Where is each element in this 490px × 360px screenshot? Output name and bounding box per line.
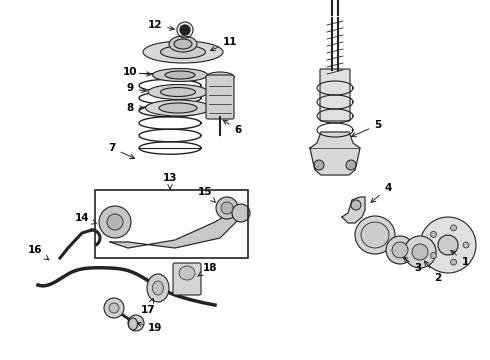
Circle shape: [109, 303, 119, 313]
Ellipse shape: [148, 85, 208, 99]
Text: 13: 13: [163, 173, 177, 189]
Ellipse shape: [152, 281, 164, 295]
Circle shape: [128, 315, 144, 331]
Circle shape: [216, 197, 238, 219]
FancyBboxPatch shape: [320, 69, 350, 121]
Text: 4: 4: [371, 183, 392, 202]
Circle shape: [346, 160, 356, 170]
Circle shape: [430, 231, 437, 237]
Bar: [95, 190, 248, 258]
Text: 9: 9: [126, 83, 146, 93]
Ellipse shape: [361, 222, 389, 248]
Text: 18: 18: [197, 263, 217, 276]
Ellipse shape: [174, 39, 192, 49]
Ellipse shape: [159, 103, 197, 113]
Circle shape: [463, 242, 469, 248]
Text: 11: 11: [211, 37, 237, 51]
FancyBboxPatch shape: [206, 75, 234, 119]
Ellipse shape: [161, 45, 205, 58]
Circle shape: [404, 236, 436, 268]
Ellipse shape: [128, 318, 138, 330]
Ellipse shape: [147, 274, 169, 302]
Text: 1: 1: [451, 251, 468, 267]
Ellipse shape: [165, 71, 195, 79]
Text: 3: 3: [403, 257, 421, 273]
Text: 14: 14: [74, 213, 97, 224]
Circle shape: [392, 242, 408, 258]
Text: 2: 2: [424, 261, 441, 283]
Circle shape: [180, 25, 190, 35]
Circle shape: [221, 202, 233, 214]
Ellipse shape: [152, 68, 207, 81]
Circle shape: [107, 214, 123, 230]
Text: 15: 15: [198, 187, 215, 202]
Ellipse shape: [179, 266, 195, 280]
Text: 7: 7: [108, 143, 134, 158]
Ellipse shape: [146, 100, 211, 116]
Circle shape: [314, 160, 324, 170]
Circle shape: [430, 253, 437, 258]
Circle shape: [420, 217, 476, 273]
Circle shape: [451, 259, 457, 265]
Ellipse shape: [169, 36, 197, 52]
Text: 16: 16: [28, 245, 49, 260]
Circle shape: [438, 235, 458, 255]
Circle shape: [451, 225, 457, 231]
Text: 8: 8: [126, 103, 144, 113]
Ellipse shape: [143, 41, 223, 63]
Ellipse shape: [206, 72, 234, 82]
Circle shape: [104, 298, 124, 318]
Polygon shape: [310, 132, 360, 175]
FancyBboxPatch shape: [173, 263, 201, 295]
Circle shape: [386, 236, 414, 264]
Text: 10: 10: [123, 67, 151, 77]
Polygon shape: [110, 210, 240, 248]
Ellipse shape: [355, 216, 395, 254]
Circle shape: [232, 204, 250, 222]
Ellipse shape: [161, 87, 196, 96]
Circle shape: [99, 206, 131, 238]
Circle shape: [351, 200, 361, 210]
Text: 5: 5: [351, 120, 382, 137]
Polygon shape: [342, 197, 365, 223]
Text: 19: 19: [137, 322, 162, 333]
Text: 6: 6: [223, 120, 242, 135]
Text: 12: 12: [148, 20, 174, 30]
Text: 17: 17: [141, 298, 155, 315]
Circle shape: [412, 244, 428, 260]
